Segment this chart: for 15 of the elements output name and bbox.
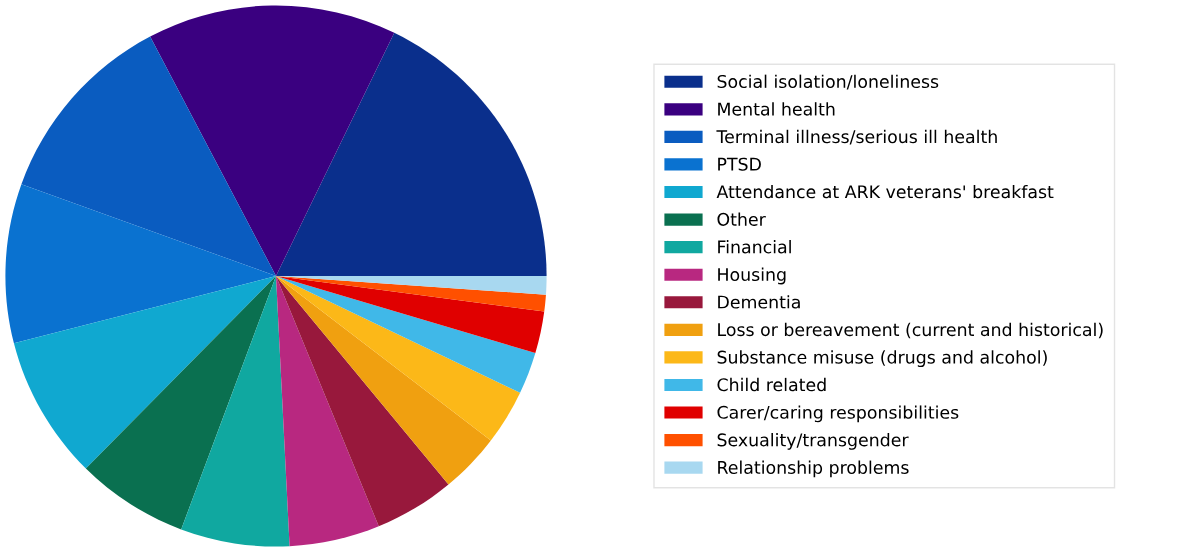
legend-label: Substance misuse (drugs and alcohol) — [717, 350, 1047, 368]
legend-label: Terminal illness/serious ill health — [716, 129, 997, 145]
legend-label: Loss or bereavement (current and historical) — [718, 322, 1103, 339]
legend-label: Relationship problems — [718, 460, 909, 478]
legend-label: Carer/caring responsibilities — [717, 405, 959, 423]
legend-label: Dementia — [718, 295, 800, 309]
legend-label: Social isolation/loneliness — [717, 74, 939, 90]
legend-label: Mental health — [718, 102, 835, 116]
legend-label: Financial — [718, 240, 791, 254]
legend-label: PTSD — [718, 157, 761, 171]
legend-label: Housing — [718, 267, 786, 285]
legend-label: Other — [717, 212, 766, 226]
legend-label: Sexuality/transgender — [717, 433, 909, 450]
legend-label: Attendance at ARK veterans' breakfast — [716, 184, 1054, 199]
legend-label: Child related — [717, 377, 826, 392]
